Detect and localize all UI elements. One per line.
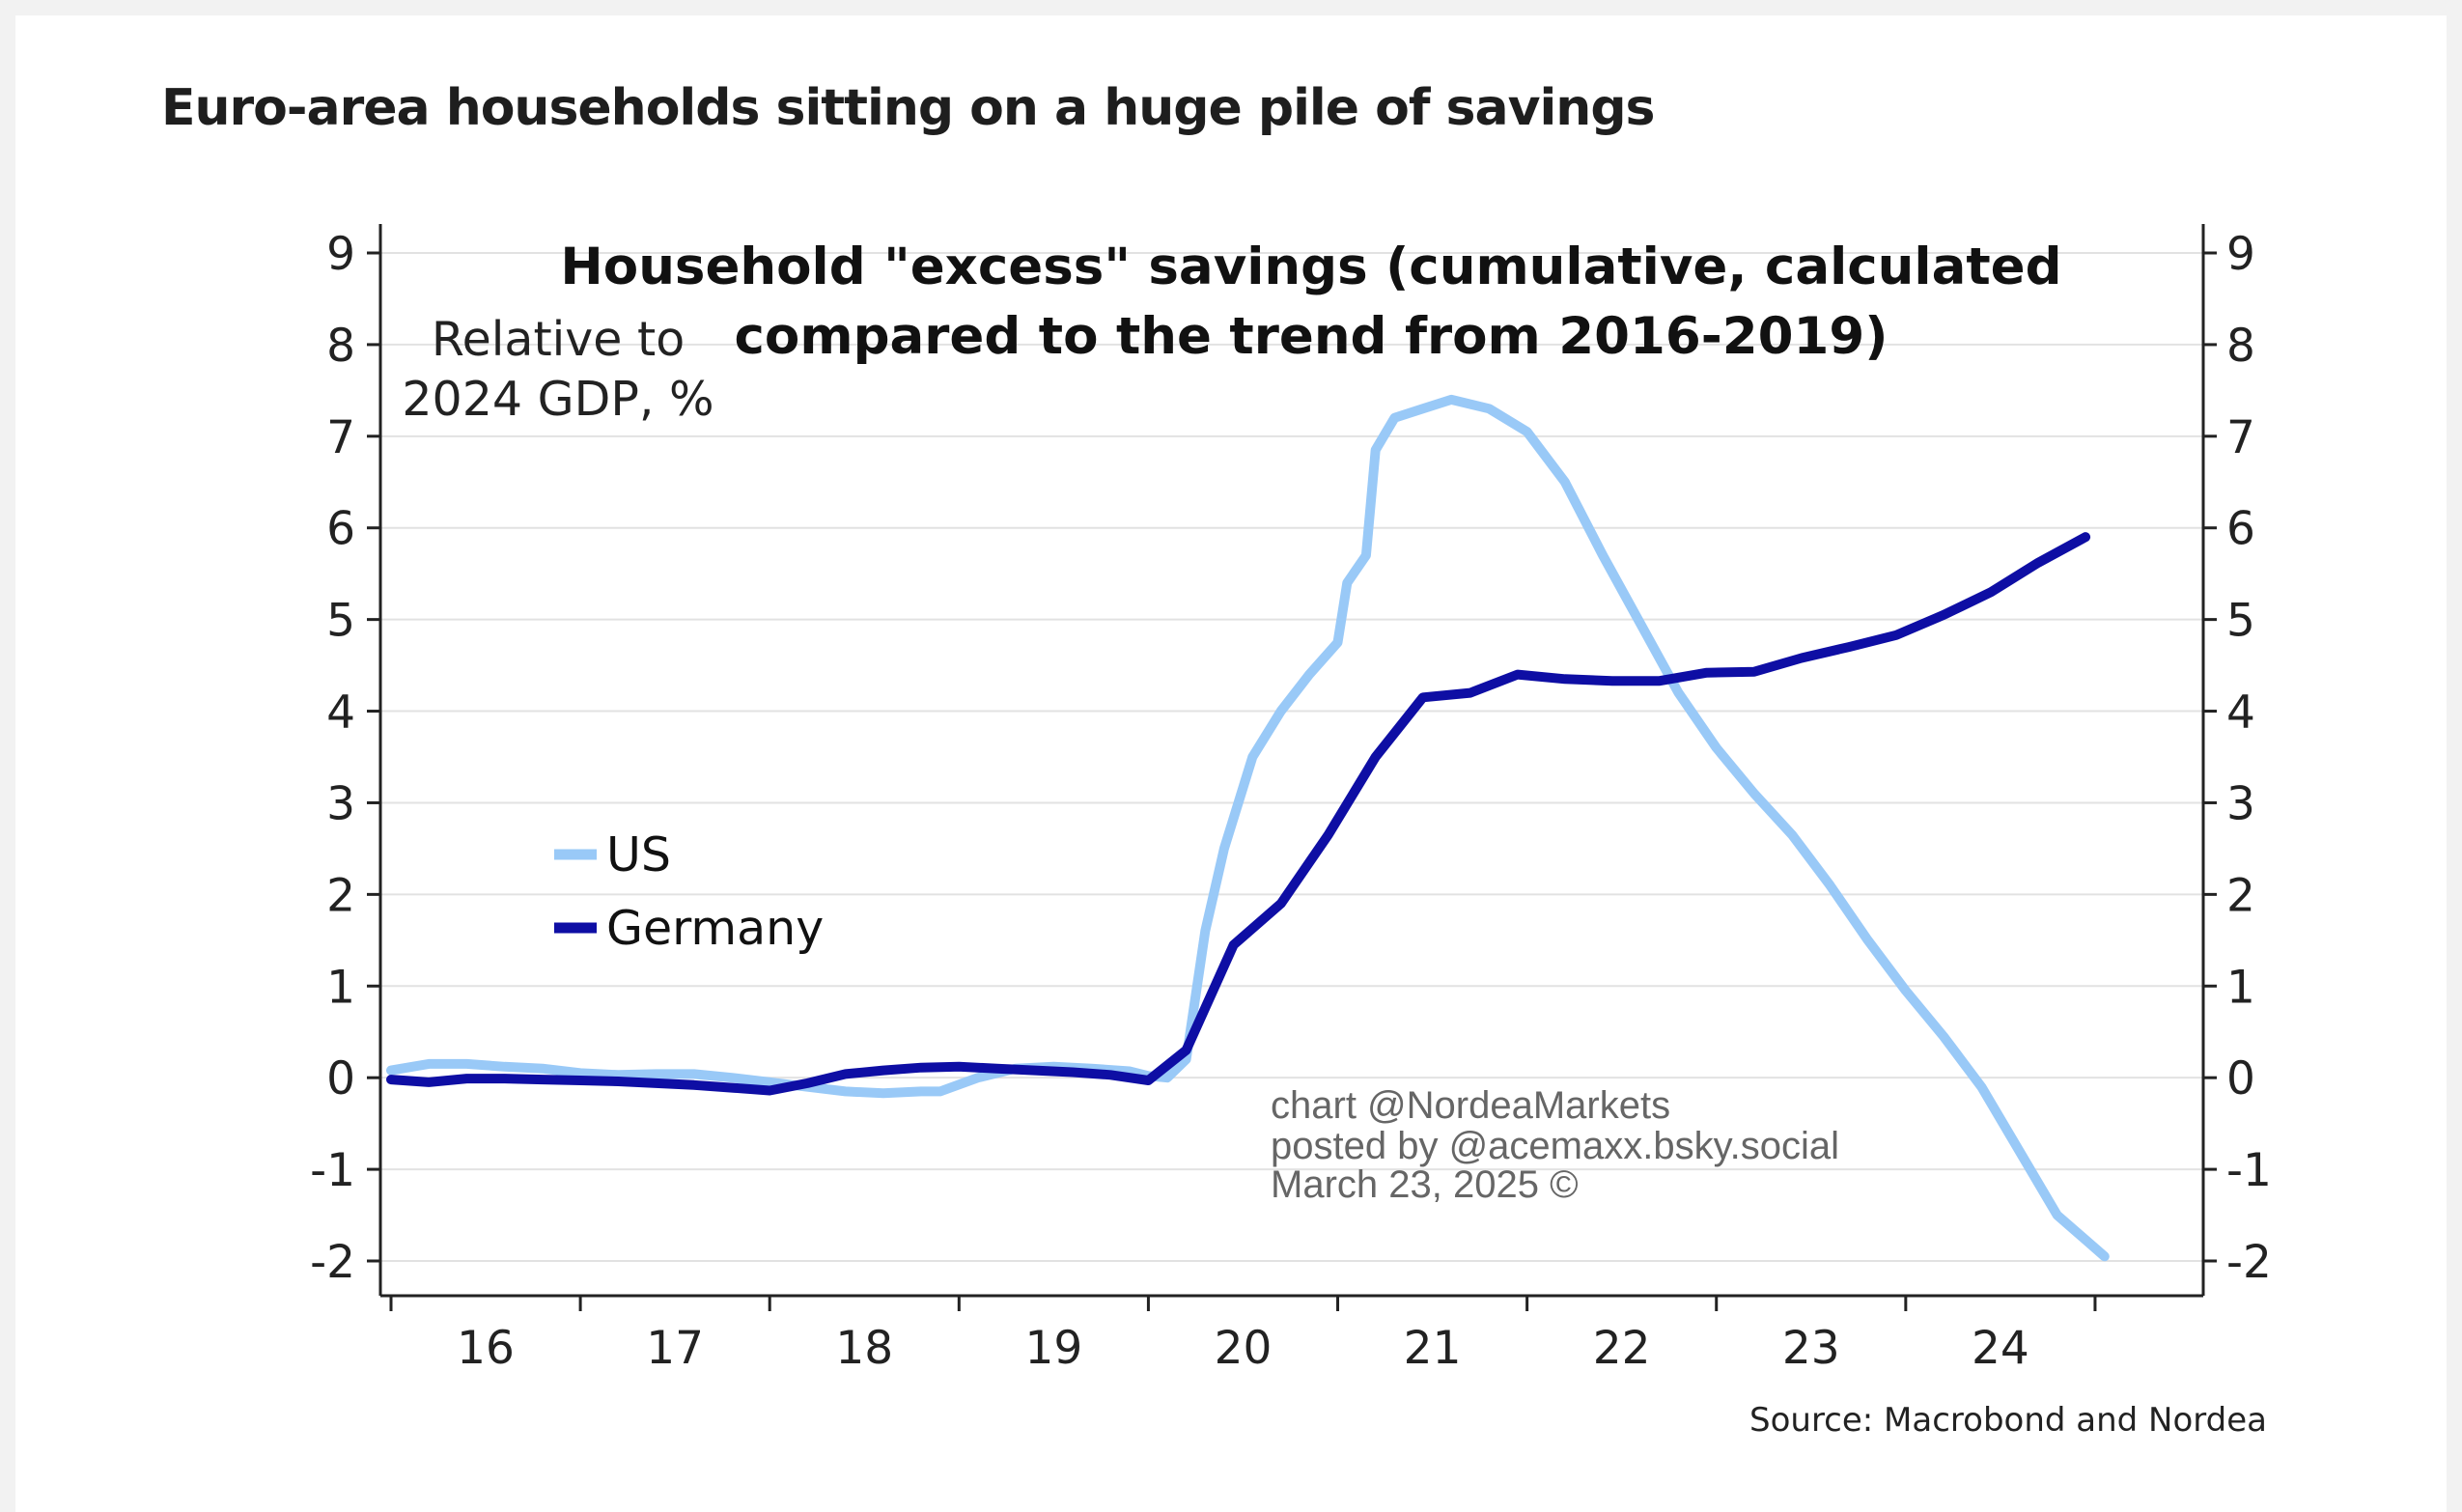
x-tick-label: 24 bbox=[1972, 1322, 2029, 1375]
watermark-line2: posted by @acemaxx.bsky.social bbox=[1271, 1125, 1839, 1167]
y-tick-label-right: 2 bbox=[2226, 869, 2255, 922]
y-tick-label-left: -1 bbox=[310, 1144, 355, 1197]
y-tick-label-right: 0 bbox=[2226, 1052, 2255, 1106]
y-tick-label-left: 1 bbox=[326, 961, 355, 1014]
y-unit-label-line1: Relative to bbox=[432, 312, 685, 367]
x-tick-label: 22 bbox=[1593, 1322, 1651, 1375]
legend-label-us: US bbox=[606, 827, 671, 882]
y-tick-label-left: -2 bbox=[310, 1236, 355, 1289]
y-axis-right: 9 8 7 6 5 4 3 2 1 0 -1 -2 bbox=[2203, 228, 2272, 1289]
y-unit-label-line2: 2024 GDP, % bbox=[402, 372, 713, 427]
y-tick-label-right: 4 bbox=[2226, 686, 2255, 740]
x-tick-label: 18 bbox=[835, 1322, 893, 1375]
x-tick-label: 21 bbox=[1404, 1322, 1462, 1375]
legend-label-germany: Germany bbox=[606, 901, 824, 956]
y-tick-label-right: 9 bbox=[2226, 228, 2255, 281]
x-tick-label: 23 bbox=[1782, 1322, 1840, 1375]
chart-card: Euro-area households sitting on a huge p… bbox=[15, 15, 2447, 1512]
y-tick-label-right: -1 bbox=[2226, 1144, 2272, 1197]
y-tick-label-left: 6 bbox=[326, 503, 355, 556]
legend: US Germany bbox=[554, 827, 824, 956]
y-tick-label-left: 0 bbox=[326, 1052, 355, 1106]
watermark: chart @NordeaMarkets posted by @acemaxx.… bbox=[1271, 1084, 1839, 1206]
source-note: Source: Macrobond and Nordea bbox=[1749, 1401, 2267, 1440]
y-tick-label-right: 3 bbox=[2226, 777, 2255, 830]
y-tick-label-left: 3 bbox=[326, 777, 355, 830]
series-line-us bbox=[386, 394, 2110, 1262]
chart-title-line2: compared to the trend from 2016-2019) bbox=[735, 307, 1888, 366]
watermark-line3: March 23, 2025 © bbox=[1271, 1163, 1579, 1206]
y-tick-label-right: 8 bbox=[2226, 320, 2255, 373]
y-tick-label-left: 9 bbox=[326, 228, 355, 281]
x-tick-label: 20 bbox=[1215, 1322, 1273, 1375]
y-tick-label-right: 1 bbox=[2226, 961, 2255, 1014]
y-tick-label-left: 2 bbox=[326, 869, 355, 922]
headline: Euro-area households sitting on a huge p… bbox=[161, 79, 1655, 137]
x-axis: 16 17 18 19 20 21 22 23 24 bbox=[389, 1296, 2097, 1375]
chart-title-line1: Household "excess" savings (cumulative, … bbox=[560, 238, 2061, 296]
y-tick-label-right: 6 bbox=[2226, 503, 2255, 556]
x-tick-label: 19 bbox=[1024, 1322, 1082, 1375]
y-tick-label-left: 4 bbox=[326, 686, 355, 740]
y-tick-label-left: 8 bbox=[326, 320, 355, 373]
series-lines bbox=[386, 394, 2110, 1262]
y-tick-label-right: -2 bbox=[2226, 1236, 2272, 1289]
watermark-line1: chart @NordeaMarkets bbox=[1271, 1084, 1670, 1127]
y-tick-label-left: 5 bbox=[326, 595, 355, 648]
x-tick-label: 17 bbox=[646, 1322, 704, 1375]
y-tick-label-right: 5 bbox=[2226, 595, 2255, 648]
y-tick-label-left: 7 bbox=[326, 411, 355, 464]
axes bbox=[378, 224, 2205, 1298]
series-line-germany bbox=[386, 532, 2091, 1096]
x-tick-label: 16 bbox=[457, 1322, 515, 1375]
y-axis-left: 9 8 7 6 5 4 3 2 1 0 -1 -2 bbox=[310, 228, 380, 1289]
y-tick-label-right: 7 bbox=[2226, 411, 2255, 464]
